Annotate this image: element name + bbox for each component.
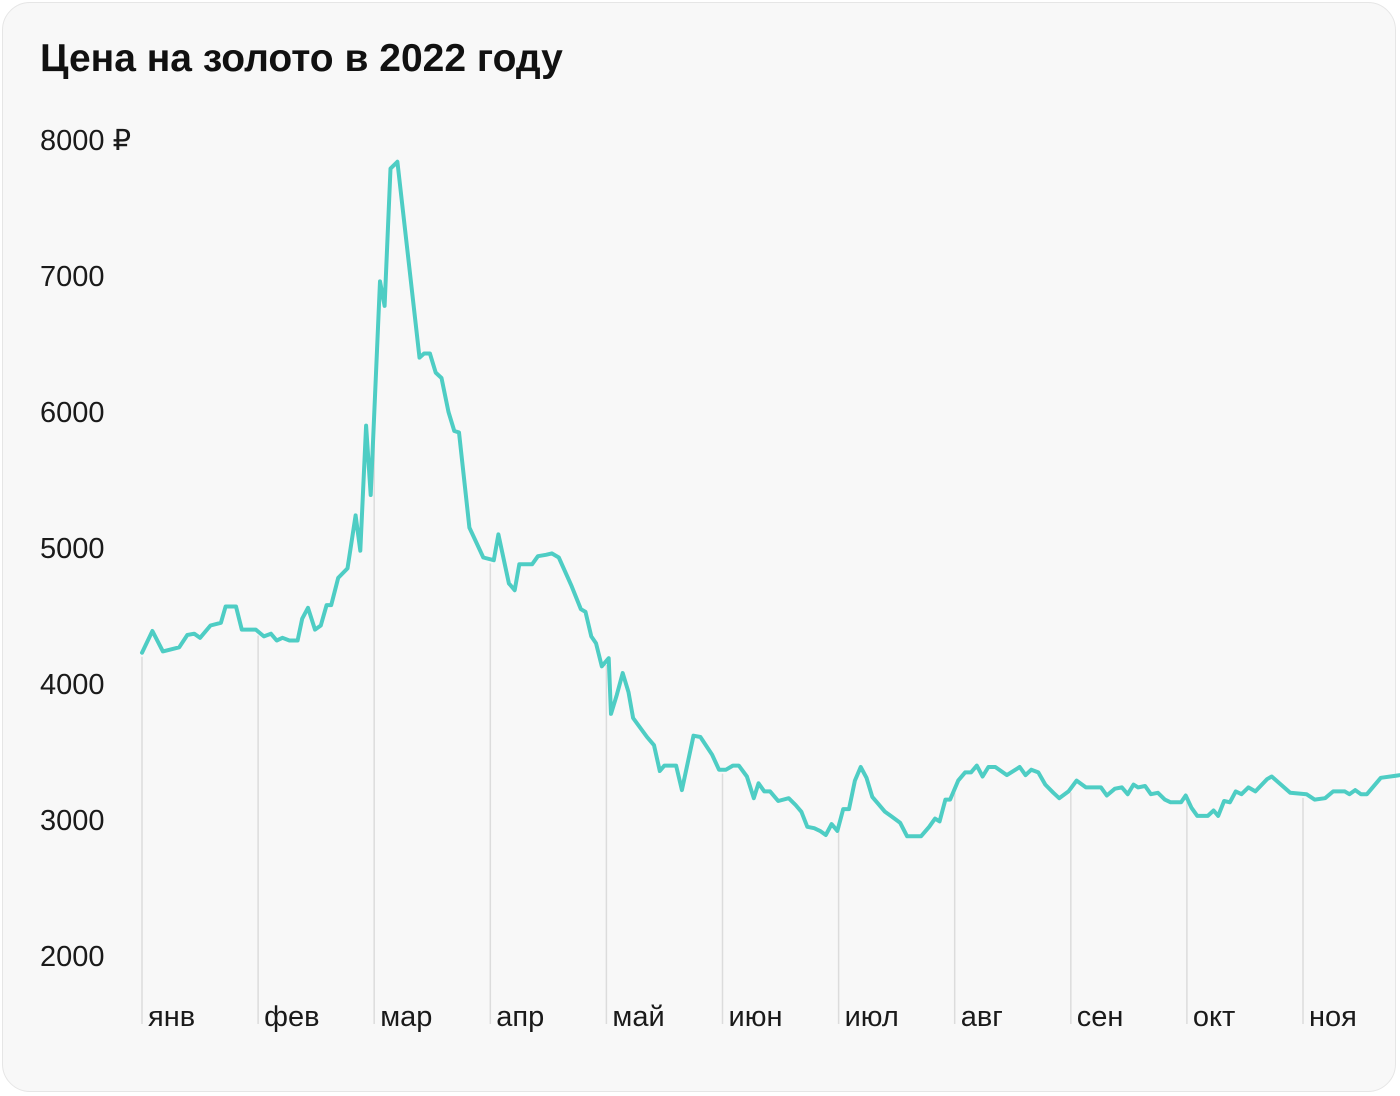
x-tick-label: апр (496, 1001, 544, 1033)
x-tick-label: окт (1193, 1001, 1235, 1033)
x-tick-label: янв (148, 1001, 195, 1033)
x-tick-label: июл (845, 1001, 899, 1033)
x-tick-label: сен (1077, 1001, 1124, 1033)
y-tick-label: 5000 (40, 533, 105, 565)
y-axis-ticks: 8000 ₽ 7000 6000 5000 4000 3000 2000 (40, 125, 131, 973)
x-tick-label: фев (264, 1001, 319, 1033)
series-layer (140, 159, 1400, 839)
x-tick-label: июн (729, 1001, 783, 1033)
price-series-line (140, 159, 1400, 839)
chart-title: Цена на золото в 2022 году (40, 37, 563, 80)
x-tick-label: май (612, 1001, 664, 1033)
x-tick-label: авг (961, 1001, 1003, 1033)
y-tick-label: 3000 (40, 805, 105, 837)
y-tick-label: 8000 ₽ (40, 125, 131, 157)
x-axis-ticks: янв фев мар апр май июн июл авг сен окт ноя (148, 1001, 1357, 1033)
y-tick-label: 2000 (40, 941, 105, 973)
y-tick-label: 4000 (40, 669, 105, 701)
y-tick-label: 6000 (40, 397, 105, 429)
x-tick-label: мар (380, 1001, 432, 1033)
y-tick-label: 7000 (40, 261, 105, 293)
x-tick-label: ноя (1309, 1001, 1357, 1033)
gridlines (141, 418, 1304, 1024)
